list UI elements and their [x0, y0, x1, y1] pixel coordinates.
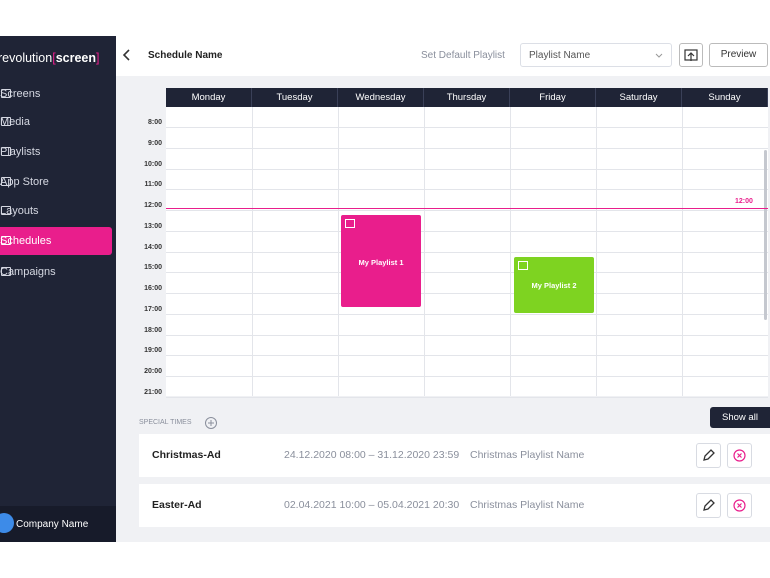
nav-icon: [1, 117, 11, 126]
hour-label: 11:00: [144, 181, 162, 189]
nav-icon: [1, 89, 11, 98]
event-label: My Playlist 2: [531, 281, 577, 290]
grid-line: [166, 127, 768, 128]
grid-line: [166, 210, 768, 211]
row-playlist: Christmas Playlist Name: [470, 449, 585, 461]
grid-line: [166, 168, 768, 170]
event[interactable]: My Playlist 2: [514, 257, 594, 313]
logo-brand: revolution: [0, 51, 53, 65]
nav-item[interactable]: Campaigns: [0, 258, 112, 286]
calendar-header: [166, 88, 768, 107]
hour-label: 18:00: [144, 326, 162, 334]
day-header: Thursday: [424, 88, 510, 107]
edit-button[interactable]: [696, 443, 721, 468]
avatar: [0, 513, 14, 533]
grid-line: [166, 293, 768, 294]
event[interactable]: My Playlist 1: [341, 215, 421, 307]
hour-label: 14:00: [144, 243, 162, 251]
cast-button[interactable]: [679, 43, 703, 67]
grid-line: [166, 272, 768, 274]
hour-label: 15:00: [144, 264, 162, 272]
hour-label: 21:00: [144, 388, 162, 396]
nav-icon: [1, 147, 11, 156]
grid-line: [166, 230, 768, 232]
hour-label: 12:00: [144, 202, 162, 209]
hour-label: 13:00: [144, 222, 162, 230]
grid-line: [166, 334, 768, 336]
hour-label: 8:00: [147, 119, 162, 126]
nav-icon: [1, 206, 11, 215]
nav-label: Schedules: [0, 235, 52, 247]
scrollbar[interactable]: [764, 150, 767, 320]
nav-label: App Store: [0, 176, 49, 188]
hour-label: 20:00: [144, 368, 162, 375]
event-label: My Playlist 1: [358, 258, 404, 267]
nav-label: Screens: [0, 88, 41, 100]
grid-line: [166, 355, 768, 357]
nav-item[interactable]: Schedules: [0, 227, 112, 255]
hour-label: 10:00: [144, 160, 162, 168]
nav-item[interactable]: App Store: [0, 168, 112, 196]
nav-icon: [1, 177, 11, 186]
logo: revolution[screen]: [0, 51, 100, 65]
special-time-row: Easter-Ad 02.04.2021 10:00 – 05.04.2021 2…: [139, 484, 770, 527]
nav-item[interactable]: Playlists: [0, 138, 112, 166]
row-range: 02.04.2021 10:00 – 05.04.2021 20:30: [284, 499, 460, 511]
company-name: Company Name: [16, 519, 89, 530]
add-special-time[interactable]: [204, 416, 218, 430]
nav-label: Media: [0, 116, 30, 128]
now-label: 12:00: [735, 198, 753, 205]
now-line: [166, 208, 768, 209]
special-time-row: Christmas-Ad 24.12.2020 08:00 – 31.12.202…: [139, 434, 770, 477]
nav-label: Layouts: [0, 205, 39, 217]
delete-button[interactable]: [727, 493, 752, 518]
logo-accent: screen: [55, 51, 96, 65]
day-header: Friday: [510, 88, 596, 107]
sidebar: revolution[screen] Screens Media Playlists…: [0, 36, 116, 542]
edit-button[interactable]: [696, 493, 721, 518]
grid-line: [166, 376, 768, 377]
schedule-name: Schedule Name: [148, 50, 223, 61]
hour-label: 19:00: [144, 347, 162, 355]
nav-label: Campaigns: [0, 266, 56, 278]
special-times-title: SPECIAL TIMES: [139, 419, 192, 426]
row-name: Christmas-Ad: [152, 449, 221, 461]
preview-button[interactable]: Preview: [709, 43, 768, 67]
grid-line: [166, 313, 768, 315]
nav-label: Playlists: [0, 146, 41, 158]
nav-icon: [1, 267, 11, 276]
day-header: Tuesday: [252, 88, 338, 107]
row-playlist: Christmas Playlist Name: [470, 499, 585, 511]
show-all-button[interactable]: Show all: [710, 407, 770, 428]
day-header: Sunday: [682, 88, 768, 107]
grid-line: [166, 396, 768, 398]
user-bar[interactable]: Company Name: [0, 506, 116, 542]
hour-label: 17:00: [144, 305, 162, 313]
nav-icon: [1, 236, 11, 245]
grid-line: [166, 147, 768, 149]
nav-item[interactable]: Screens: [0, 80, 112, 108]
back-button[interactable]: [122, 49, 132, 61]
header: Schedule Name Set Default Playlist Playl…: [116, 36, 770, 76]
playlist-select[interactable]: Playlist Name: [520, 43, 672, 67]
row-range: 24.12.2020 08:00 – 31.12.2020 23:59: [284, 449, 460, 461]
day-header: Saturday: [596, 88, 682, 107]
day-header: Wednesday: [338, 88, 424, 107]
nav-item[interactable]: Layouts: [0, 197, 112, 225]
hour-label: 16:00: [144, 285, 162, 292]
grid-line: [166, 251, 768, 253]
delete-button[interactable]: [727, 443, 752, 468]
hour-label: 9:00: [147, 139, 162, 147]
day-header: Monday: [166, 88, 252, 107]
nav-item[interactable]: Media: [0, 108, 112, 136]
row-name: Easter-Ad: [152, 499, 202, 511]
grid-line: [166, 189, 768, 191]
select-value: Playlist Name: [529, 50, 591, 61]
default-playlist-label: Set Default Playlist: [421, 50, 505, 61]
